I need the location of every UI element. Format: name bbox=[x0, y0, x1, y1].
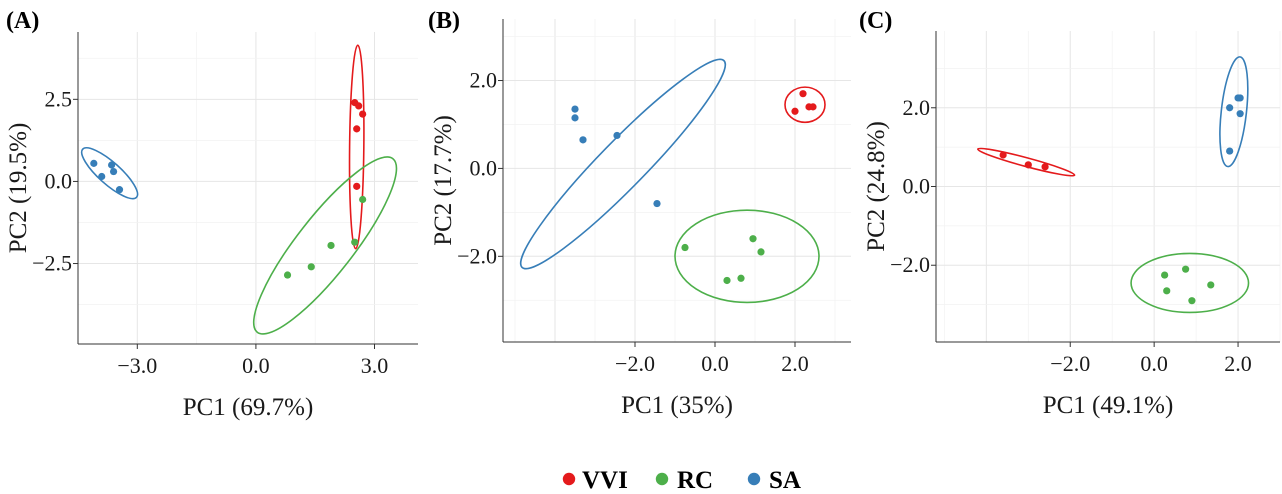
data-point-vvi bbox=[355, 102, 363, 110]
x-tick-label: 2.0 bbox=[1224, 351, 1252, 376]
data-point-sa bbox=[579, 136, 587, 144]
x-tick-label: 2.0 bbox=[781, 351, 809, 376]
legend-marker-sa bbox=[747, 472, 761, 486]
data-point-sa bbox=[653, 199, 661, 208]
data-point-rc bbox=[351, 238, 359, 246]
confidence-ellipse-vvi bbox=[348, 44, 365, 250]
data-point-sa bbox=[1236, 110, 1244, 118]
y-axis-title: PC2 (19.5%) bbox=[5, 123, 32, 254]
legend-label: SA bbox=[769, 467, 801, 494]
data-point-sa bbox=[115, 186, 124, 194]
data-point-vvi bbox=[799, 90, 807, 98]
y-tick-label: 0.0 bbox=[470, 155, 498, 180]
data-point-rc bbox=[737, 274, 745, 282]
series-sa bbox=[1219, 56, 1249, 168]
series-rc bbox=[674, 209, 820, 304]
data-point-rc bbox=[681, 243, 689, 252]
data-point-sa bbox=[1226, 104, 1234, 112]
data-point-sa bbox=[613, 131, 621, 140]
legend-item-sa: SA bbox=[747, 467, 801, 494]
panel-label: (C) bbox=[859, 8, 892, 34]
x-tick-label: −3.0 bbox=[117, 353, 157, 378]
confidence-ellipse-vvi bbox=[784, 86, 826, 124]
data-point-vvi bbox=[999, 151, 1007, 159]
data-point-rc bbox=[749, 235, 757, 243]
data-point-rc bbox=[1207, 281, 1215, 289]
data-point-rc bbox=[1182, 265, 1190, 273]
confidence-ellipse-rc bbox=[252, 156, 398, 335]
data-point-sa bbox=[571, 105, 579, 113]
data-point-vvi bbox=[353, 125, 361, 133]
confidence-ellipse-sa bbox=[80, 147, 139, 200]
series-vvi bbox=[976, 147, 1076, 177]
x-tick-label: 0.0 bbox=[1140, 351, 1168, 376]
confidence-ellipse-sa bbox=[1219, 56, 1249, 168]
data-point-rc bbox=[1163, 287, 1171, 295]
data-point-vvi bbox=[1024, 161, 1032, 169]
data-point-rc bbox=[1188, 297, 1196, 305]
y-tick-label: 0.0 bbox=[903, 174, 931, 199]
series-sa bbox=[519, 58, 727, 270]
data-point-vvi bbox=[353, 182, 361, 190]
x-axis-title: PC1 (69.7%) bbox=[183, 394, 314, 421]
data-point-sa bbox=[109, 167, 118, 176]
legend-marker-rc bbox=[655, 472, 669, 486]
x-tick-label: −2.0 bbox=[1050, 351, 1090, 376]
panel-a: −3.0 0.0 3.0 −2.5 0.0 2.5 PC1 (69.7%) PC2 (19.5… bbox=[5, 8, 418, 421]
data-point-vvi bbox=[809, 103, 817, 111]
series-rc bbox=[252, 156, 398, 335]
legend-label: RC bbox=[677, 467, 713, 494]
series-sa bbox=[80, 147, 139, 200]
data-point-sa bbox=[571, 114, 579, 122]
data-point-rc bbox=[283, 271, 292, 279]
y-axis-title: PC2 (24.8%) bbox=[863, 121, 890, 252]
data-point-sa bbox=[1226, 147, 1234, 155]
y-tick-label: −2.0 bbox=[457, 243, 497, 268]
y-tick-label: 2.0 bbox=[903, 95, 931, 120]
x-tick-label: 0.0 bbox=[242, 353, 270, 378]
y-tick-label: 2.0 bbox=[470, 68, 498, 93]
y-tick-label: 0.0 bbox=[45, 168, 73, 193]
legend: VVI RC SA bbox=[562, 467, 801, 494]
y-tick-label: −2.0 bbox=[890, 252, 930, 277]
x-axis-title: PC1 (35%) bbox=[621, 392, 733, 419]
panel-label: (A) bbox=[6, 8, 39, 34]
data-point-sa bbox=[98, 172, 106, 181]
confidence-ellipse-rc bbox=[1130, 252, 1250, 314]
panel-c: −2.0 0.0 2.0 −2.0 0.0 2.0 PC1 (49.1%) PC2 (24.8… bbox=[859, 8, 1281, 419]
legend-item-vvi: VVI bbox=[562, 467, 628, 494]
data-point-sa bbox=[108, 161, 116, 169]
data-point-rc bbox=[1161, 271, 1169, 279]
data-point-vvi bbox=[1041, 163, 1049, 171]
data-point-vvi bbox=[359, 110, 367, 118]
data-point-rc bbox=[327, 241, 335, 250]
confidence-ellipse-rc bbox=[674, 209, 820, 304]
data-point-rc bbox=[307, 263, 315, 271]
x-tick-label: −2.0 bbox=[615, 351, 655, 376]
x-axis-title: PC1 (49.1%) bbox=[1043, 392, 1174, 419]
x-tick-label: 0.0 bbox=[701, 351, 729, 376]
legend-marker-vvi bbox=[562, 472, 576, 486]
series-vvi bbox=[348, 44, 367, 250]
data-point-rc bbox=[757, 248, 765, 256]
data-point-sa bbox=[1236, 94, 1244, 102]
y-tick-label: −2.5 bbox=[32, 251, 72, 276]
panel-label: (B) bbox=[428, 8, 460, 34]
series-rc bbox=[1130, 252, 1250, 314]
y-tick-label: 2.5 bbox=[45, 86, 73, 111]
data-point-sa bbox=[90, 159, 98, 167]
panel-b: −2.0 0.0 2.0 −2.0 0.0 2.0 PC1 (35%) PC2 (17.7%)… bbox=[428, 8, 851, 419]
y-axis-title: PC2 (17.7%) bbox=[430, 115, 457, 246]
legend-label: VVI bbox=[582, 467, 628, 494]
data-point-rc bbox=[723, 276, 731, 285]
data-point-vvi bbox=[791, 107, 799, 115]
series-vvi bbox=[784, 86, 826, 124]
data-point-rc bbox=[359, 195, 367, 204]
legend-item-rc: RC bbox=[655, 467, 713, 494]
x-tick-label: 3.0 bbox=[361, 353, 389, 378]
confidence-ellipse-sa bbox=[519, 58, 727, 270]
